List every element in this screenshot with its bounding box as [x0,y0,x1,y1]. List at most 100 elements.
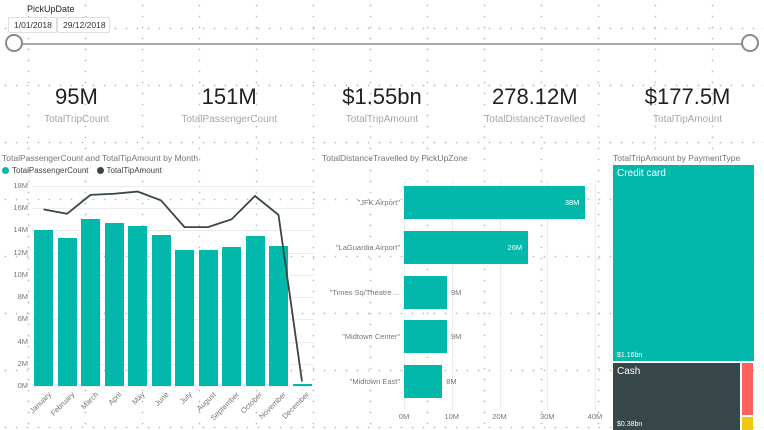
legend-dot-icon [2,167,9,174]
treemap-area: Credit card $1.16bn Cash $0.38bn [613,165,755,430]
kpi-value: 278.12M [491,84,578,109]
x-gridline [499,180,501,410]
y-gridline [32,208,314,210]
legend: TotalPassengerCount TotalTipAmount [2,164,316,177]
bar-value-label: 9M [450,332,462,342]
x-gridline [451,180,453,410]
treemap-tripamount-by-paymenttype: TotalTripAmount by PaymentType Credit ca… [613,152,755,430]
horizontal-bar[interactable] [404,186,586,219]
x-gridline [547,180,549,410]
legend-label: TotalTipAmount [106,166,162,175]
y-axis-tick-label: 12M [13,247,28,257]
treemap-segment-label: Credit card [617,168,666,179]
y-axis-tick-label: 2M [17,358,28,368]
bar-value-label: 8M [446,377,457,387]
column-bar[interactable] [151,234,171,386]
slicer-title: PickUpDate [27,4,75,14]
column-bar[interactable] [175,250,194,386]
bar-value-label: 9M [450,287,462,297]
y-gridline [32,230,314,232]
column-bar[interactable] [57,238,77,386]
bar-chart-distance-by-pickupzone: TotalDistanceTravelled by PickUpZone 0M 1… [322,152,614,430]
column-bar[interactable] [34,230,53,386]
category-label[interactable]: "Times Sq/Theatre ... [329,287,400,297]
column-bar[interactable] [104,222,124,386]
x-axis-tick-label: 10M [444,412,460,421]
x-axis-month-label[interactable]: July [178,390,194,406]
y-axis-tick-label: 14M [13,225,28,235]
kpi-value: $177.5M [644,84,731,109]
column-bar[interactable] [292,383,312,386]
chart-title: TotalDistanceTravelled by PickUpZone [322,153,468,163]
category-label[interactable]: "Midtown East" [349,377,400,387]
column-bar[interactable] [222,247,241,386]
horizontal-bar[interactable] [404,230,529,264]
horizontal-bar[interactable] [404,275,447,309]
category-label[interactable]: "JFK Airport" [357,198,400,207]
chart-title: TotalTripAmount by PaymentType [613,153,741,163]
legend-item[interactable]: TotalPassengerCount [2,166,89,175]
treemap-segment-value: $1.16bn [617,352,643,359]
kpi-label: TotalTripCount [44,114,109,125]
kpi-label: TotalTripAmount [345,114,419,125]
date-slider-handle-start[interactable] [5,34,23,52]
kpi-label: TotalTipAmount [653,114,723,125]
x-axis-month-label[interactable]: February [48,390,77,418]
bar-plot-area: 0M 10M 20M 30M 40M "JFK Airport" 38M "LaGuardia… [322,152,614,430]
x-axis-tick-label: 20M [492,412,507,421]
date-slider-handle-end[interactable] [741,34,759,52]
kpi-label: TotalPassengerCount [181,114,277,125]
treemap-segment-other-1[interactable] [742,363,753,415]
x-axis-month-label[interactable]: April [106,390,124,407]
y-gridline [32,386,314,387]
bar-value-label: 26M [507,242,523,252]
kpi-total-distance-travelled[interactable]: 278.12M TotalDistanceTravelled [458,84,611,125]
combo-plot-area: 18M 16M 14M 12M 10M 8M 6M 4M 2M 0M January February… [2,177,316,430]
bar-value-label: 38M [564,198,580,207]
y-axis-tick-label: 4M [17,336,28,346]
treemap-segment-cash[interactable]: Cash $0.38bn [613,363,740,430]
chart-title: TotalPassengerCount and TotalTipAmount b… [2,153,199,163]
x-axis-month-label[interactable]: March [78,390,100,412]
start-date-input[interactable] [8,17,57,33]
column-bar[interactable] [198,250,218,386]
treemap-segment-value: $0.38bn [617,421,643,428]
y-axis-tick-label: 8M [17,292,28,302]
date-slider-track[interactable] [15,43,750,45]
treemap-segment-credit-card[interactable]: Credit card $1.16bn [613,165,754,361]
kpi-value: $1.55bn [342,84,422,109]
horizontal-bar[interactable] [404,365,443,399]
y-axis-tick-label: 0M [17,381,28,390]
category-label[interactable]: "LaGuardia Airport" [335,242,400,252]
treemap-segment-other-2[interactable] [742,417,753,430]
kpi-total-trip-count[interactable]: 95M TotalTripCount [0,84,153,125]
y-axis-tick-label: 6M [17,314,28,324]
column-bar[interactable] [81,219,100,386]
x-axis-month-label[interactable]: June [152,390,171,408]
kpi-total-tip-amount[interactable]: $177.5M TotalTipAmount [611,84,764,125]
column-bar[interactable] [128,226,147,386]
y-axis-tick-label: 10M [13,269,28,279]
treemap-segment-label: Cash [617,366,641,377]
y-axis-tick-label: 18M [13,181,28,190]
horizontal-bar[interactable] [404,320,447,354]
end-date-input[interactable] [57,17,110,33]
kpi-value: 151M [201,84,257,109]
column-bar[interactable] [245,236,265,386]
x-axis-tick-label: 30M [539,412,555,421]
legend-item[interactable]: TotalTipAmount [96,166,162,175]
x-axis-tick-label: 0M [398,412,410,421]
x-gridline [595,180,596,410]
x-axis-month-label[interactable]: May [130,390,147,407]
x-axis-tick-label: 40M [587,412,603,421]
kpi-value: 95M [55,84,98,109]
y-axis-tick-label: 16M [13,203,28,213]
kpi-label: TotalDistanceTravelled [484,114,586,125]
kpi-total-passenger-count[interactable]: 151M TotalPassengerCount [153,84,306,125]
combo-chart-passenger-tip-by-month: TotalPassengerCount and TotalTipAmount b… [2,152,316,430]
category-label[interactable]: "Midtown Center" [342,332,400,342]
kpi-total-trip-amount[interactable]: $1.55bn TotalTripAmount [306,84,459,125]
y-gridline [32,186,314,187]
column-bar[interactable] [269,246,288,386]
